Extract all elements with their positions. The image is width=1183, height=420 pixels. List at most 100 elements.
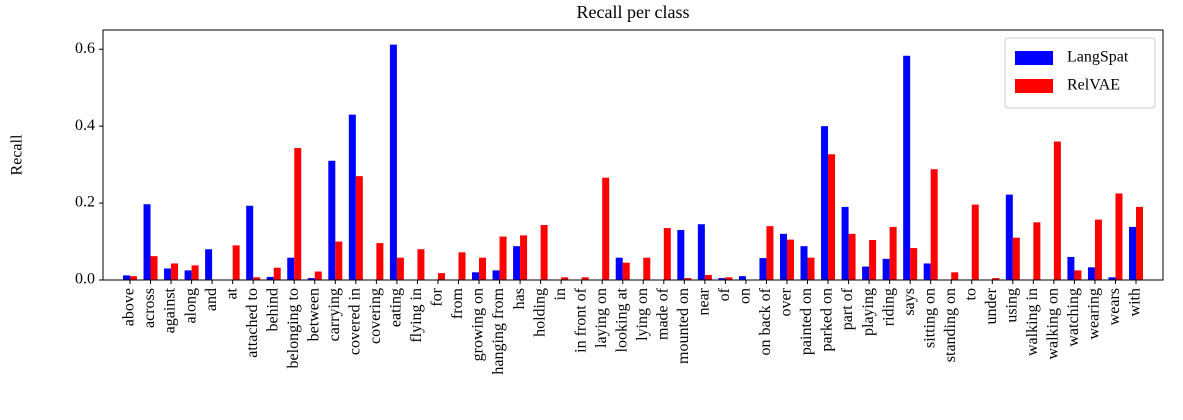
bar xyxy=(294,148,302,280)
bar xyxy=(779,233,787,280)
x-tick-label: walking in xyxy=(1024,288,1041,356)
bar xyxy=(1115,193,1123,280)
bar xyxy=(417,249,425,280)
x-tick-label: lying on xyxy=(634,288,651,341)
bar xyxy=(759,258,767,280)
x-tick-label: playing xyxy=(860,288,877,336)
bar xyxy=(951,272,959,280)
bar xyxy=(862,266,870,280)
bar xyxy=(1033,222,1041,280)
x-tick-label: and xyxy=(203,288,220,311)
bar xyxy=(335,241,343,280)
x-tick-label: sitting on xyxy=(921,288,938,348)
bar xyxy=(889,226,897,280)
x-tick-label: in front of xyxy=(572,287,589,353)
y-tick-label: 0.0 xyxy=(75,271,95,288)
bar xyxy=(513,246,521,280)
bar xyxy=(348,114,356,280)
bar xyxy=(437,273,445,280)
bar xyxy=(232,245,240,280)
bar xyxy=(520,235,528,280)
bar xyxy=(1012,237,1020,280)
bar xyxy=(130,276,137,280)
bar xyxy=(581,277,589,280)
x-tick-label: walking on xyxy=(1045,288,1062,360)
x-tick-label: along xyxy=(182,288,199,324)
x-tick-label: painted on xyxy=(798,288,815,355)
x-tick-label: carrying xyxy=(326,288,343,341)
x-tick-label: between xyxy=(305,288,322,341)
x-tick-label: mounted on xyxy=(675,288,692,364)
bar xyxy=(492,270,500,280)
bar xyxy=(472,272,480,280)
bar xyxy=(828,154,836,280)
x-tick-label: near xyxy=(696,287,713,315)
bar xyxy=(800,246,808,280)
bar xyxy=(786,239,794,280)
bar xyxy=(704,275,712,280)
x-tick-label: over xyxy=(778,287,795,316)
bar xyxy=(684,278,692,280)
x-tick-label: covering xyxy=(367,288,384,344)
x-tick-label: on xyxy=(737,288,754,304)
bar xyxy=(396,257,404,280)
bar xyxy=(622,262,630,280)
bar xyxy=(540,225,548,280)
x-tick-label: on back of xyxy=(757,287,774,355)
y-tick-label: 0.6 xyxy=(75,40,95,57)
x-tick-label: parked on xyxy=(819,288,836,352)
x-tick-label: of xyxy=(716,287,733,301)
x-tick-label: using xyxy=(1003,288,1020,323)
bar xyxy=(848,233,856,280)
x-tick-label: wears xyxy=(1106,288,1123,325)
bar xyxy=(697,224,705,280)
bar xyxy=(910,248,918,280)
x-tick-label: hanging from xyxy=(490,287,507,374)
bar xyxy=(253,277,261,280)
bar xyxy=(602,177,610,280)
x-tick-label: holding xyxy=(531,288,548,337)
bar xyxy=(314,271,322,280)
bar xyxy=(841,206,849,280)
bar xyxy=(992,278,1000,280)
x-tick-label: made of xyxy=(654,287,671,340)
bar xyxy=(677,230,685,280)
bar xyxy=(191,265,199,280)
bar xyxy=(123,275,130,280)
x-tick-label: standing on xyxy=(942,288,959,362)
bar xyxy=(615,257,623,280)
x-tick-label: riding xyxy=(880,288,897,326)
bar xyxy=(171,263,179,280)
bar xyxy=(307,278,315,280)
x-tick-label: wearing xyxy=(1086,288,1103,340)
x-tick-label: flying in xyxy=(408,288,425,343)
bar xyxy=(766,226,774,280)
bar xyxy=(930,169,938,280)
legend-swatch xyxy=(1015,79,1053,93)
bar xyxy=(143,204,151,280)
bar xyxy=(923,263,931,280)
bar xyxy=(184,270,192,280)
bar xyxy=(1136,206,1143,280)
x-tick-label: against xyxy=(162,287,179,333)
y-axis-label: Recall xyxy=(9,134,26,175)
legend-label: LangSpat xyxy=(1067,49,1129,66)
bar xyxy=(328,160,336,280)
x-tick-label: from xyxy=(449,287,466,319)
bar xyxy=(738,276,746,280)
x-tick-label: looking at xyxy=(613,287,630,352)
bar xyxy=(458,252,466,280)
x-tick-label: laying on xyxy=(593,288,610,348)
x-tick-label: attached to xyxy=(244,288,261,358)
bar xyxy=(1005,194,1013,280)
x-tick-label: part of xyxy=(839,287,856,330)
bar xyxy=(1129,226,1136,280)
bar xyxy=(903,55,911,281)
bar xyxy=(663,228,671,280)
x-tick-label: with xyxy=(1127,288,1144,316)
bar xyxy=(1094,219,1102,280)
bar xyxy=(205,249,213,280)
bar xyxy=(273,267,281,280)
bar xyxy=(718,278,726,280)
bar xyxy=(376,243,384,280)
